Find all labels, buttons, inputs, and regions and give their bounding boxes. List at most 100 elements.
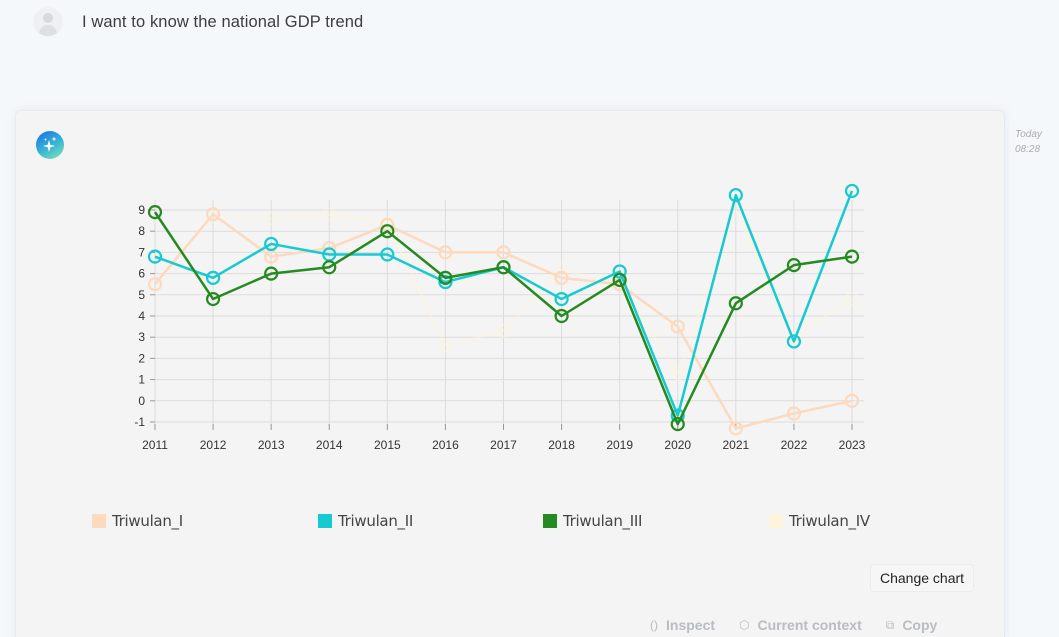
data-point	[322, 207, 337, 222]
y-tick-label: 2	[138, 351, 145, 365]
data-point	[728, 296, 743, 311]
data-point	[264, 266, 279, 281]
legend-item-triwulan-ii[interactable]: Triwulan_II	[318, 512, 413, 530]
x-tick-label: 2023	[839, 438, 866, 452]
data-point	[438, 338, 453, 353]
data-point	[438, 274, 453, 290]
data-point	[438, 245, 453, 260]
x-tick-label: 2020	[664, 438, 691, 452]
legend-swatch	[543, 514, 557, 528]
data-point	[728, 421, 743, 436]
data-point	[147, 205, 163, 220]
data-point	[380, 247, 395, 262]
series-line	[154, 212, 853, 430]
y-tick-label: 5	[138, 288, 145, 302]
data-point	[264, 236, 279, 252]
chart-grid	[154, 200, 864, 428]
data-point	[438, 270, 453, 285]
timestamp-day: Today	[1015, 129, 1042, 140]
data-point	[728, 188, 743, 203]
data-point	[496, 260, 511, 275]
data-point	[786, 406, 802, 421]
x-tick-label: 2014	[316, 438, 343, 452]
legend-swatch	[318, 514, 332, 528]
y-tick-label: 8	[138, 224, 145, 238]
cube-icon: ⬡	[739, 618, 750, 632]
data-point	[844, 183, 860, 199]
legend-label: Triwulan_I	[112, 512, 183, 530]
copy-icon: ⧉	[885, 617, 895, 632]
copy-button[interactable]: ⧉ Copy	[886, 617, 938, 633]
x-tick-label: 2012	[200, 438, 227, 452]
data-point	[786, 334, 802, 349]
series-triwulan-iii	[147, 205, 860, 432]
y-tick-label: 1	[138, 373, 145, 387]
legend-item-triwulan-i[interactable]: Triwulan_I	[92, 512, 183, 530]
data-point	[844, 291, 860, 307]
data-point	[380, 224, 395, 239]
timestamp-time: 08:28	[1015, 144, 1041, 155]
legend-item-triwulan-iii[interactable]: Triwulan_III	[543, 512, 642, 530]
x-tick-label: 2015	[374, 438, 401, 452]
data-point	[612, 264, 627, 279]
change-chart-button[interactable]: Change chart	[870, 564, 975, 592]
x-tick-label: 2011	[142, 438, 168, 452]
data-point	[844, 249, 860, 264]
y-tick-label: 9	[138, 203, 145, 217]
y-tick-label: 7	[138, 245, 145, 259]
data-point	[147, 249, 163, 264]
legend-item-triwulan-iv[interactable]: Triwulan_IV	[769, 512, 870, 530]
x-tick-label: 2021	[722, 438, 749, 452]
y-tick-label: -1	[134, 415, 145, 429]
data-point	[147, 277, 163, 292]
data-point	[554, 308, 569, 324]
inspect-label: Inspect	[666, 617, 716, 633]
data-point	[844, 393, 860, 408]
x-axis: 2011 2012 2013 2014 2015 2016 2017 2018 2019 2020…	[142, 424, 866, 452]
legend-label: Triwulan_III	[563, 512, 643, 530]
data-point	[264, 211, 279, 226]
data-point	[670, 417, 685, 432]
braces-icon: ()	[650, 618, 658, 632]
legend-label: Triwulan_II	[338, 512, 413, 530]
assistant-sparkle-icon	[36, 131, 64, 159]
data-point	[670, 366, 685, 381]
user-message-row: I want to know the national GDP trend	[34, 8, 363, 36]
current-context-button[interactable]: ⬡ Current context	[739, 617, 862, 633]
copy-label: Copy	[902, 617, 938, 633]
x-tick-label: 2016	[432, 438, 459, 452]
series-line	[154, 208, 853, 375]
x-tick-label: 2013	[258, 438, 285, 452]
y-axis: -1 0 1 2 3 4 5 6 7 8 9	[134, 203, 155, 429]
data-point	[554, 291, 569, 307]
y-tick-label: 4	[138, 309, 145, 323]
series-line	[153, 211, 853, 426]
data-point	[205, 207, 221, 222]
data-point	[786, 330, 802, 345]
gdp-line-chart: -1 0 1 2 3 4 5 6 7 8 9 2011 2012 2013 2014 2015 2016 201…	[100, 180, 900, 470]
data-point	[670, 319, 685, 334]
legend-label: Triwulan_IV	[789, 512, 870, 530]
chart-legend: Triwulan_I Triwulan_II Triwulan_III Triw…	[92, 512, 912, 532]
x-tick-label: 2022	[781, 438, 808, 452]
x-tick-label: 2019	[606, 438, 633, 452]
data-point	[205, 291, 221, 307]
data-point	[322, 260, 337, 275]
data-point	[205, 270, 221, 285]
y-tick-label: 3	[138, 330, 145, 344]
x-tick-label: 2018	[548, 438, 575, 452]
legend-swatch	[92, 514, 106, 528]
user-message: I want to know the national GDP trend	[82, 12, 364, 31]
chart-series	[147, 183, 860, 436]
message-timestamp: Today 08:28	[1015, 127, 1042, 157]
assistant-response-card	[15, 110, 1005, 637]
inspect-button[interactable]: () Inspect	[650, 617, 715, 633]
message-actions: () Inspect ⬡ Current context ⧉ Copy	[650, 617, 961, 633]
data-point	[496, 245, 511, 260]
series-triwulan-i	[147, 207, 860, 436]
legend-swatch	[769, 514, 783, 528]
x-tick-label: 2017	[490, 438, 517, 452]
current-context-label: Current context	[757, 617, 862, 633]
data-point	[612, 272, 627, 288]
